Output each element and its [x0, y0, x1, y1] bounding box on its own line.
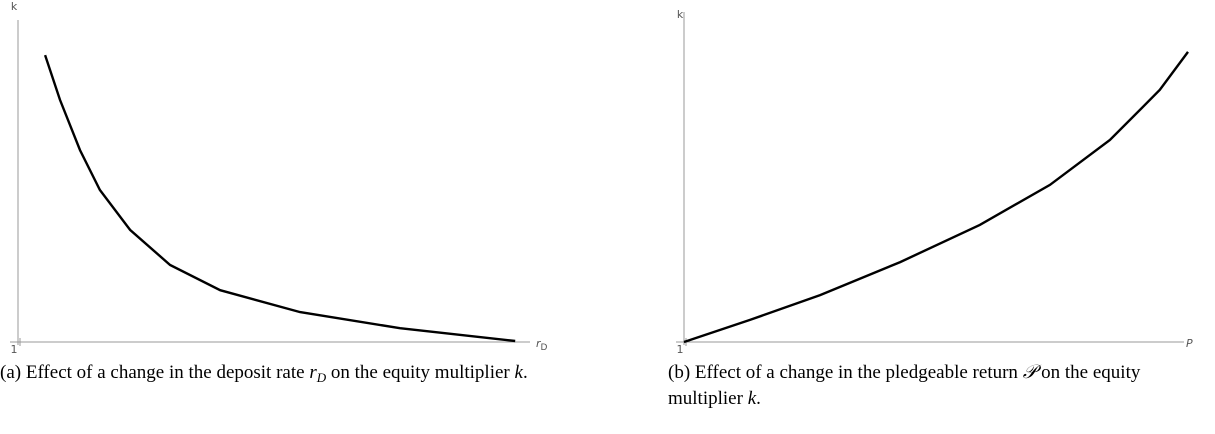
caption-part: . [522, 362, 528, 383]
x-axis-label: rD [536, 337, 548, 353]
x-tick-label: 1 [677, 343, 684, 356]
curve [683, 51, 1189, 344]
caption-part: (b) Effect of a change in the pledgeable… [668, 362, 1023, 383]
x-axis-label: P [1186, 337, 1193, 350]
caption-part: on the equity multiplier [326, 362, 515, 383]
curve [43, 54, 516, 343]
caption: (b) Effect of a change in the pledgeable… [668, 360, 1215, 412]
caption: (a) Effect of a change in the deposit ra… [0, 360, 545, 391]
caption-part: D [316, 370, 327, 385]
y-axis-label: k [677, 8, 684, 21]
x-axis-label-part: r [536, 337, 542, 350]
caption-part: k [514, 362, 523, 383]
caption-part: 𝒫 [1022, 362, 1037, 383]
chart: k rD 1 [10, 0, 548, 356]
chart: k P 1 [676, 8, 1193, 356]
x-tick-label: 1 [11, 343, 18, 356]
caption-part: k [747, 388, 757, 409]
caption-part: r [309, 362, 317, 383]
caption-part: on the equity multiplier [668, 362, 1141, 409]
y-axis-label: k [11, 0, 18, 13]
caption-part: . [756, 388, 761, 409]
panel-b: k P 1 (b) Effect of a change in the pledge… [666, 0, 1215, 409]
x-axis-label-part: D [541, 343, 548, 353]
x-axis-label-part: P [1186, 337, 1193, 350]
caption-part: (a) Effect of a change in the deposit ra… [0, 362, 310, 383]
panel-a: k rD 1 (a) Effect of a change in the depos… [0, 0, 560, 385]
